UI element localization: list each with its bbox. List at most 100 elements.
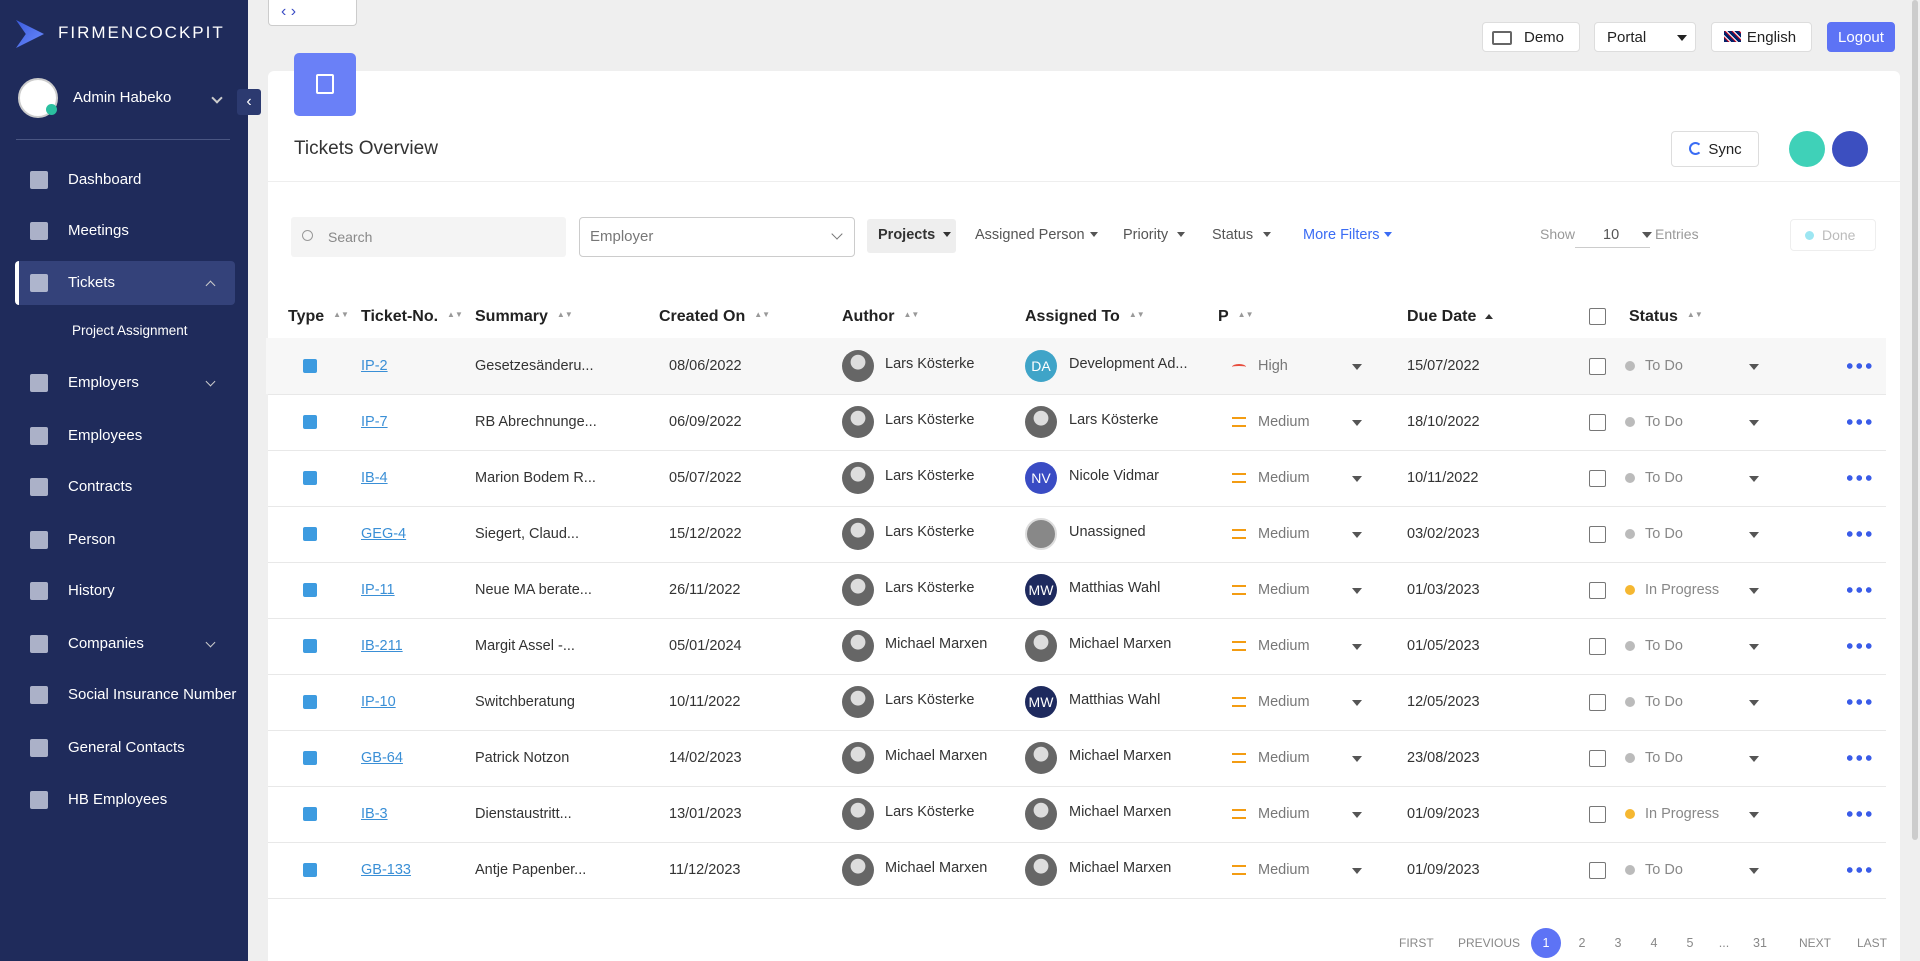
save-button[interactable] [1789, 131, 1825, 167]
page-number[interactable]: 2 [1578, 936, 1586, 950]
row-checkbox[interactable] [1589, 638, 1606, 655]
search-box[interactable] [291, 217, 566, 257]
status[interactable]: To Do [1645, 414, 1683, 430]
user-name[interactable]: Admin Habeko [73, 89, 172, 106]
page-number[interactable]: 3 [1614, 936, 1622, 950]
row-actions[interactable] [1845, 754, 1873, 762]
ticket-link[interactable]: IB-4 [361, 470, 388, 486]
column-header[interactable]: Ticket-No. [361, 308, 439, 325]
nav-item[interactable]: Employers [68, 374, 139, 391]
column-header[interactable]: Type [288, 308, 325, 325]
row-actions[interactable] [1845, 586, 1873, 594]
page-last[interactable]: LAST [1857, 936, 1888, 950]
filter-projects[interactable]: Projects [878, 227, 936, 243]
row-checkbox[interactable] [1589, 862, 1606, 879]
column-header[interactable]: Status [1629, 308, 1678, 325]
logout-button[interactable]: Logout [1827, 22, 1895, 52]
row-checkbox[interactable] [1589, 750, 1606, 767]
row-actions[interactable] [1845, 474, 1873, 482]
page-number[interactable]: 4 [1650, 936, 1658, 950]
nav-item[interactable]: History [68, 582, 115, 599]
page-previous[interactable]: PREVIOUS [1458, 936, 1521, 950]
ticket-link[interactable]: IP-2 [361, 358, 388, 374]
column-header[interactable]: Summary [475, 308, 548, 325]
status[interactable]: To Do [1645, 638, 1683, 654]
priority[interactable]: Medium [1258, 414, 1310, 430]
nav-item[interactable]: Social Insurance Number [68, 686, 237, 703]
employer-select[interactable] [579, 217, 855, 257]
ticket-link[interactable]: IP-10 [361, 694, 396, 710]
row-checkbox[interactable] [1589, 470, 1606, 487]
filter-assigned[interactable]: Assigned Person [975, 227, 1085, 243]
ticket-link[interactable]: GEG-4 [361, 526, 407, 542]
history-nav[interactable]: ‹ › [268, 0, 357, 26]
priority[interactable]: Medium [1258, 862, 1310, 878]
page-number[interactable]: 31 [1753, 936, 1767, 950]
row-checkbox[interactable] [1589, 358, 1606, 375]
status[interactable]: To Do [1645, 526, 1683, 542]
row-checkbox[interactable] [1589, 526, 1606, 543]
sync-button[interactable]: Sync [1671, 131, 1759, 167]
nav-item[interactable]: Tickets [68, 274, 115, 291]
row-actions[interactable] [1845, 866, 1873, 874]
projects-filter[interactable] [867, 219, 956, 253]
row-actions[interactable] [1845, 698, 1873, 706]
row-actions[interactable] [1845, 642, 1873, 650]
page-first[interactable]: FIRST [1399, 936, 1434, 950]
status[interactable]: To Do [1645, 358, 1683, 374]
column-header[interactable]: P [1218, 308, 1229, 325]
priority[interactable]: Medium [1258, 694, 1310, 710]
row-actions[interactable] [1845, 418, 1873, 426]
priority[interactable]: Medium [1258, 638, 1310, 654]
ticket-link[interactable]: IB-211 [361, 638, 403, 654]
demo-button[interactable]: Demo [1482, 22, 1580, 52]
row-checkbox[interactable] [1589, 694, 1606, 711]
ticket-link[interactable]: IB-3 [361, 806, 388, 822]
page-number[interactable]: ... [1718, 936, 1730, 950]
priority[interactable]: Medium [1258, 750, 1310, 766]
status[interactable]: To Do [1645, 750, 1683, 766]
entries-select[interactable] [1575, 224, 1650, 248]
status[interactable]: To Do [1645, 862, 1683, 878]
filter-status[interactable]: Status [1212, 227, 1254, 243]
column-header[interactable]: Assigned To [1025, 308, 1120, 325]
nav-item[interactable]: Companies [68, 635, 144, 652]
ticket-link[interactable]: GB-64 [361, 750, 403, 766]
ticket-link[interactable]: IP-7 [361, 414, 388, 430]
done-toggle[interactable] [1790, 219, 1876, 251]
row-checkbox[interactable] [1589, 414, 1606, 431]
priority[interactable]: Medium [1258, 526, 1310, 542]
status[interactable]: In Progress [1645, 806, 1720, 822]
nav-item[interactable]: General Contacts [68, 739, 185, 756]
column-header[interactable]: Author [842, 308, 895, 325]
priority[interactable]: Medium [1258, 582, 1310, 598]
status[interactable]: To Do [1645, 470, 1683, 486]
ticket-link[interactable]: GB-133 [361, 862, 411, 878]
select-all[interactable] [1589, 308, 1606, 325]
nav-item[interactable]: Meetings [68, 222, 129, 239]
page-number[interactable]: 5 [1686, 936, 1694, 950]
page-number[interactable]: 1 [1542, 936, 1550, 950]
nav-item[interactable]: Contracts [68, 478, 133, 495]
priority[interactable]: Medium [1258, 470, 1310, 486]
nav-item[interactable]: Employees [68, 427, 143, 444]
collapse[interactable]: ‹ [237, 89, 261, 115]
ticket-link[interactable]: IP-11 [361, 582, 395, 598]
status[interactable]: To Do [1645, 694, 1683, 710]
nav-item[interactable]: Dashboard [68, 171, 142, 188]
nav-item[interactable]: Person [68, 531, 116, 548]
status[interactable]: In Progress [1645, 582, 1720, 598]
row-checkbox[interactable] [1589, 806, 1606, 823]
row-checkbox[interactable] [1589, 582, 1606, 599]
row-actions[interactable] [1845, 362, 1873, 370]
filter-more[interactable]: More Filters [1303, 227, 1380, 243]
column-header[interactable]: Created On [659, 308, 746, 325]
nav-item[interactable]: HB Employees [68, 791, 168, 808]
reset-button[interactable] [1832, 131, 1868, 167]
row-actions[interactable] [1845, 530, 1873, 538]
page-next[interactable]: NEXT [1799, 936, 1832, 950]
nav-item[interactable]: Project Assignment [72, 323, 188, 338]
column-header[interactable]: Due Date [1407, 308, 1477, 325]
priority[interactable]: Medium [1258, 806, 1310, 822]
row-actions[interactable] [1845, 810, 1873, 818]
